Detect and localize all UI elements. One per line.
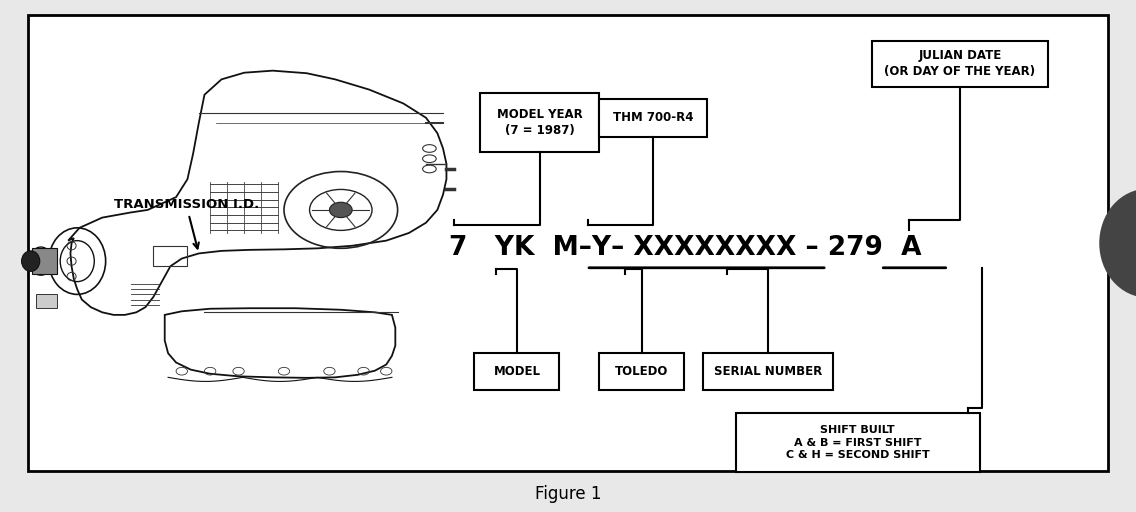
Bar <box>32 248 57 274</box>
Bar <box>479 93 600 153</box>
Text: Figure 1: Figure 1 <box>535 485 601 503</box>
Text: 7   YK  M–Y– XXXXXXXX – 279  A: 7 YK M–Y– XXXXXXXX – 279 A <box>449 236 921 261</box>
Text: TRANSMISSION I.D.: TRANSMISSION I.D. <box>114 198 259 248</box>
Bar <box>600 98 707 137</box>
Text: TOLEDO: TOLEDO <box>616 365 668 378</box>
Bar <box>475 353 560 390</box>
Bar <box>702 353 834 390</box>
Bar <box>736 414 979 472</box>
Text: SERIAL NUMBER: SERIAL NUMBER <box>713 365 822 378</box>
Text: THM 700-R4: THM 700-R4 <box>613 111 693 124</box>
Text: SHIFT BUILT
A & B = FIRST SHIFT
C & H = SECOND SHIFT: SHIFT BUILT A & B = FIRST SHIFT C & H = … <box>786 425 929 460</box>
Text: MODEL YEAR
(7 = 1987): MODEL YEAR (7 = 1987) <box>496 109 583 137</box>
Ellipse shape <box>22 251 40 271</box>
Bar <box>600 353 684 390</box>
Bar <box>153 246 187 266</box>
Ellipse shape <box>329 202 352 218</box>
Bar <box>28 15 1108 471</box>
Text: JULIAN DATE
(OR DAY OF THE YEAR): JULIAN DATE (OR DAY OF THE YEAR) <box>884 50 1036 78</box>
Text: MODEL: MODEL <box>493 365 541 378</box>
Bar <box>36 294 57 308</box>
Polygon shape <box>1108 197 1136 289</box>
Bar <box>872 41 1049 87</box>
